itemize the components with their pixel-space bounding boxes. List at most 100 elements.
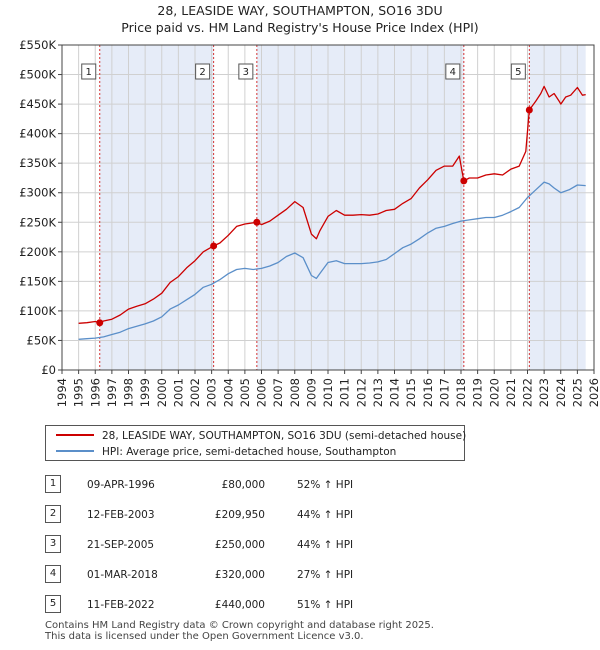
plot-frame xyxy=(61,44,595,371)
sale-marker-box xyxy=(445,63,461,80)
sale-date: 01-MAR-2018 xyxy=(87,569,158,581)
x-tick-label: 2025 xyxy=(570,378,584,407)
sale-date: 12-FEB-2003 xyxy=(87,509,155,521)
sale-hpi-change: 52% ↑ HPI xyxy=(297,479,354,491)
x-tick-label: 2021 xyxy=(504,378,518,407)
x-tick-label: 2017 xyxy=(437,378,451,407)
sale-hpi-change: 44% ↑ HPI xyxy=(297,509,354,521)
chart-title: 28, LEASIDE WAY, SOUTHAMPTON, SO16 3DU P… xyxy=(0,2,600,36)
sale-point xyxy=(460,177,468,185)
y-tick-label: £200K xyxy=(19,245,56,259)
x-tick-label: 2010 xyxy=(321,378,335,407)
sale-number-badge: 1 xyxy=(45,475,61,493)
sale-point xyxy=(210,242,218,250)
sale-date: 11-FEB-2022 xyxy=(87,599,155,611)
y-tick-label: £50K xyxy=(27,333,57,347)
sale-row: 2 12-FEB-2003 £209,950 44% ↑ HPI xyxy=(45,505,445,523)
sale-point xyxy=(525,106,533,114)
chart-title-line-1: 28, LEASIDE WAY, SOUTHAMPTON, SO16 3DU xyxy=(157,3,443,18)
sale-marker-boxes: 1 2 3 4 5 xyxy=(81,63,526,80)
x-tick-label: 1998 xyxy=(122,378,136,407)
footer-licence: This data is licensed under the Open Gov… xyxy=(45,631,364,642)
sale-marker-box xyxy=(238,63,254,80)
sale-number-badge: 4 xyxy=(45,565,61,583)
x-tick-label: 1995 xyxy=(72,378,86,407)
footer: Contains HM Land Registry data © Crown c… xyxy=(45,620,434,642)
sale-number-badge: 2 xyxy=(45,505,61,523)
x-tick-label: 1999 xyxy=(138,378,152,407)
shaded-ranges xyxy=(99,45,586,370)
x-tick-label: 2011 xyxy=(338,378,352,407)
sale-marker-box xyxy=(195,63,211,80)
x-tick-label: 2001 xyxy=(171,378,185,407)
sale-row: 5 11-FEB-2022 £440,000 51% ↑ HPI xyxy=(45,595,445,613)
sale-row: 1 09-APR-1996 £80,000 52% ↑ HPI xyxy=(45,475,445,493)
shaded-range xyxy=(256,45,464,370)
legend-label-hpi: HPI: Average price, semi-detached house,… xyxy=(102,446,397,458)
x-tick-label: 2019 xyxy=(471,378,485,407)
sale-points xyxy=(96,106,533,327)
x-tick-label: 2003 xyxy=(205,378,219,407)
y-tick-label: £100K xyxy=(19,304,56,318)
x-tick-label: 2002 xyxy=(188,378,202,407)
x-axis-ticks: 1994 1995 1996 1997 1998 1999 2000 2001 2002 2003… xyxy=(55,370,600,407)
legend-swatch-price xyxy=(56,434,94,436)
sale-price: £250,000 xyxy=(214,539,265,551)
x-tick-label: 2020 xyxy=(487,378,501,407)
x-tick-label: 2006 xyxy=(255,378,269,407)
x-tick-label: 2000 xyxy=(155,378,169,407)
sale-date: 09-APR-1996 xyxy=(87,479,155,491)
x-tick-label: 2009 xyxy=(304,378,318,407)
price-chart: 1 2 3 4 5 £0 £50K £100K £150K £200K £250K £300K £35… xyxy=(19,38,600,407)
sale-point xyxy=(96,319,104,327)
y-tick-label: £150K xyxy=(19,274,56,288)
x-tick-label: 2013 xyxy=(371,378,385,407)
sale-price: £209,950 xyxy=(214,509,265,521)
sale-marker-label: 4 xyxy=(450,67,456,78)
legend-item-hpi: HPI: Average price, semi-detached house,… xyxy=(56,444,396,460)
sale-hpi-change: 44% ↑ HPI xyxy=(297,539,354,551)
sale-row: 4 01-MAR-2018 £320,000 27% ↑ HPI xyxy=(45,565,445,583)
x-tick-label: 1997 xyxy=(105,378,119,407)
x-tick-label: 2015 xyxy=(404,378,418,407)
sale-hpi-change: 27% ↑ HPI xyxy=(297,569,354,581)
sale-number-badge: 3 xyxy=(45,535,61,553)
x-tick-label: 2005 xyxy=(238,378,252,407)
sale-marker-label: 5 xyxy=(515,67,521,78)
x-tick-label: 2026 xyxy=(587,378,600,407)
x-tick-label: 2022 xyxy=(521,378,535,407)
x-tick-label: 2016 xyxy=(421,378,435,407)
y-tick-label: £350K xyxy=(19,156,56,170)
sale-price: £80,000 xyxy=(221,479,265,491)
sale-marker-label: 1 xyxy=(86,67,92,78)
sale-date: 21-SEP-2005 xyxy=(87,539,155,551)
x-tick-label: 2008 xyxy=(288,378,302,407)
y-axis-ticks: £0 £50K £100K £150K £200K £250K £300K £350K £400… xyxy=(19,38,62,377)
x-tick-label: 2007 xyxy=(271,378,285,407)
y-tick-label: £400K xyxy=(19,127,56,141)
legend-swatch-hpi xyxy=(56,450,94,452)
x-tick-label: 2024 xyxy=(554,378,568,407)
sale-hpi-change: 51% ↑ HPI xyxy=(297,599,354,611)
footer-copyright: Contains HM Land Registry data © Crown c… xyxy=(45,620,434,631)
x-tick-label: 1996 xyxy=(88,378,102,407)
y-tick-label: £250K xyxy=(19,215,56,229)
x-tick-label: 2018 xyxy=(454,378,468,407)
x-tick-label: 2012 xyxy=(354,378,368,407)
sale-marker-box xyxy=(81,63,97,80)
x-tick-label: 1994 xyxy=(55,378,69,407)
sale-price: £320,000 xyxy=(214,569,265,581)
y-tick-label: £500K xyxy=(19,68,56,82)
sale-row: 3 21-SEP-2005 £250,000 44% ↑ HPI xyxy=(45,535,445,553)
y-tick-label: £450K xyxy=(19,97,56,111)
legend-item-price: 28, LEASIDE WAY, SOUTHAMPTON, SO16 3DU (… xyxy=(56,428,466,444)
x-tick-label: 2004 xyxy=(221,378,235,407)
y-tick-label: £0 xyxy=(41,363,56,377)
sale-marker-label: 2 xyxy=(199,67,205,78)
grid-lines xyxy=(61,44,595,371)
chart-title-line-2: Price paid vs. HM Land Registry's House … xyxy=(121,20,479,35)
sale-marker-box xyxy=(510,63,526,80)
sale-marker-label: 3 xyxy=(243,67,249,78)
hpi-line xyxy=(78,181,586,340)
sale-price: £440,000 xyxy=(214,599,265,611)
